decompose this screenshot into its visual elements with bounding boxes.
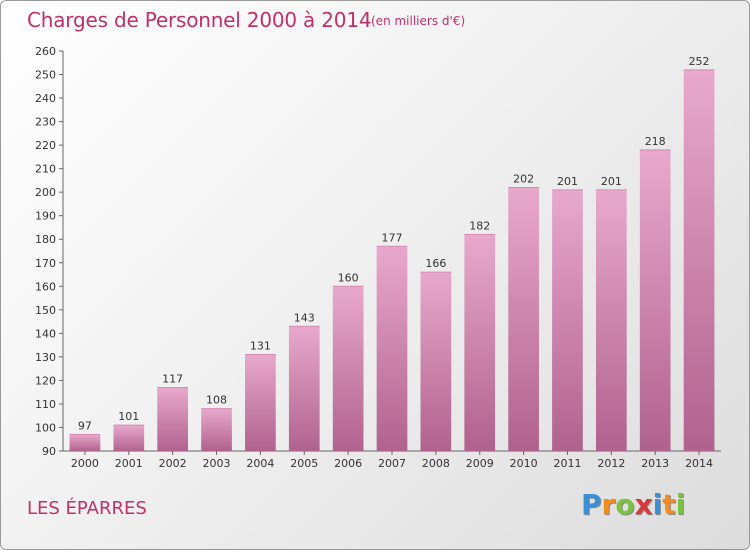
x-tick-label: 2011 [553, 457, 581, 470]
y-tick-label: 160 [35, 280, 56, 293]
bar [639, 149, 671, 451]
bar-value-label: 143 [294, 311, 315, 324]
bar [157, 387, 189, 451]
y-tick-label: 200 [35, 186, 56, 199]
chart-title: Charges de Personnel 2000 à 2014 [27, 8, 372, 32]
bar [376, 246, 408, 451]
y-tick-label: 210 [35, 163, 56, 176]
bar [245, 354, 276, 451]
proxiti-logo: Proxiti [581, 488, 685, 521]
y-tick-label: 260 [35, 45, 56, 58]
y-tick-label: 150 [35, 304, 56, 317]
bar-value-label: 201 [601, 175, 622, 188]
bar [683, 69, 715, 451]
x-tick-label: 2005 [290, 457, 318, 470]
y-tick-label: 120 [35, 374, 56, 387]
x-tick-label: 2014 [685, 457, 713, 470]
y-tick-label: 190 [35, 210, 56, 223]
logo-letter: o [615, 488, 635, 521]
logo-letter: x [634, 488, 653, 521]
x-tick-label: 2008 [422, 457, 450, 470]
x-tick-label: 2002 [159, 457, 187, 470]
bar-value-label: 218 [645, 135, 666, 148]
y-tick-label: 170 [35, 257, 56, 270]
x-tick-label: 2006 [334, 457, 362, 470]
x-tick-label: 2009 [466, 457, 494, 470]
bar [201, 408, 232, 451]
bar-value-label: 177 [382, 231, 403, 244]
bar-value-label: 166 [425, 257, 446, 270]
y-tick-label: 90 [42, 445, 56, 458]
bar [595, 189, 627, 451]
logo-letter: i [652, 488, 663, 521]
logo-letter: r [601, 488, 616, 521]
logo-letter: i [675, 488, 686, 521]
x-tick-label: 2013 [641, 457, 669, 470]
y-tick-label: 250 [35, 69, 56, 82]
x-tick-label: 2010 [510, 457, 538, 470]
bar-value-label: 252 [689, 55, 710, 68]
y-tick-label: 180 [35, 233, 56, 246]
bar [420, 272, 452, 451]
y-tick-label: 220 [35, 139, 56, 152]
x-tick-label: 2007 [378, 457, 406, 470]
commune-name: LES ÉPARRES [27, 498, 147, 519]
bar-value-label: 131 [250, 340, 271, 353]
x-tick-label: 2004 [246, 457, 274, 470]
bar-value-label: 202 [513, 172, 534, 185]
bar [69, 434, 101, 451]
x-tick-label: 2003 [203, 457, 231, 470]
bar [288, 326, 320, 451]
chart-subtitle: (en milliers d'€) [371, 14, 466, 28]
y-tick-label: 140 [35, 327, 56, 340]
logo-letter: t [662, 488, 676, 521]
bar-value-label: 182 [469, 220, 490, 233]
x-tick-label: 2000 [71, 457, 99, 470]
bar [508, 187, 539, 451]
x-tick-label: 2012 [597, 457, 625, 470]
bar [332, 286, 364, 451]
bar-value-label: 101 [118, 410, 139, 423]
y-tick-label: 240 [35, 92, 56, 105]
bar [552, 189, 583, 451]
bar [113, 425, 145, 451]
bar-value-label: 97 [78, 420, 92, 433]
plot-area: 90 100 110 120 130 140 150 160 170 180 190 200 210 22… [35, 45, 721, 470]
y-tick-label: 230 [35, 116, 56, 129]
y-tick-label: 100 [35, 421, 56, 434]
logo-letter: P [581, 488, 602, 521]
bar [464, 234, 496, 451]
bar-value-label: 117 [162, 372, 183, 385]
x-tick-label: 2001 [115, 457, 143, 470]
y-tick-label: 130 [35, 351, 56, 364]
bar-value-label: 201 [557, 175, 578, 188]
y-tick-label: 110 [35, 398, 56, 411]
bar-value-label: 160 [338, 271, 359, 284]
bar-value-label: 108 [206, 394, 227, 407]
